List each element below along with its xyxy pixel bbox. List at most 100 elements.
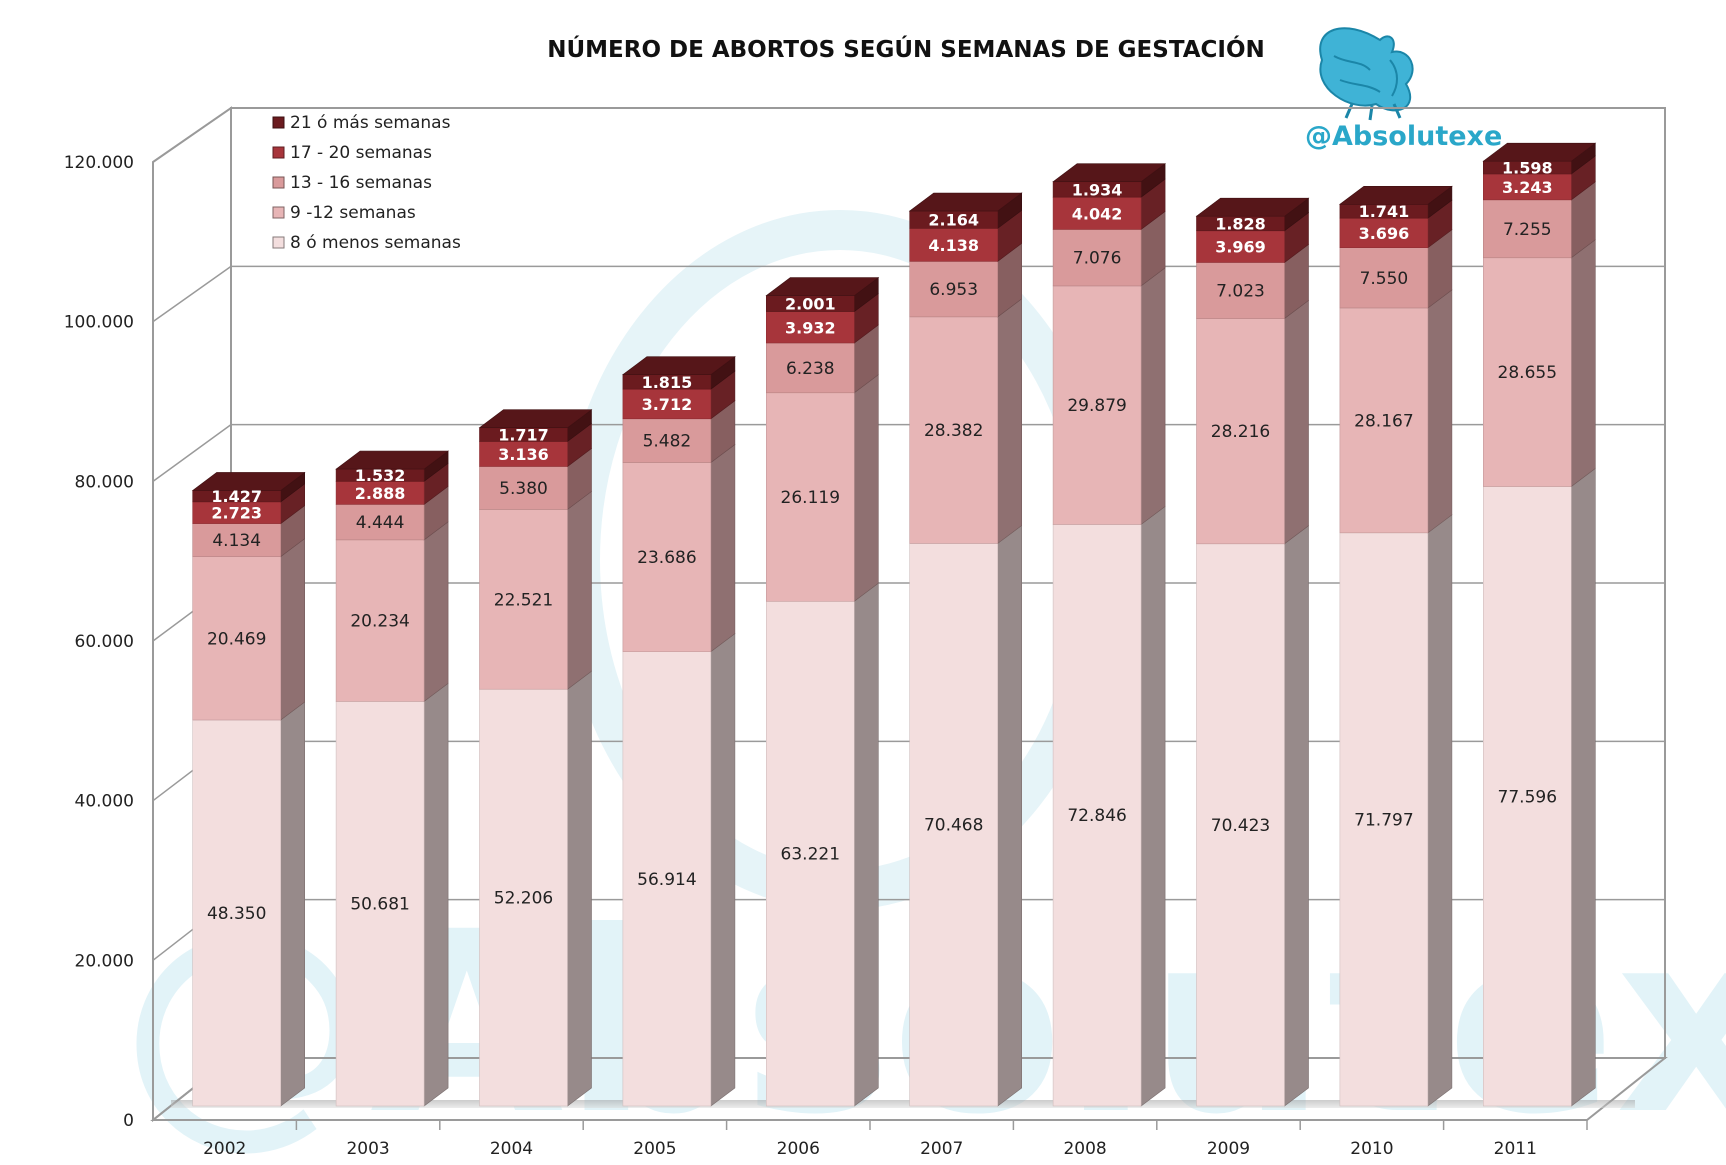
data-label: 77.596 bbox=[1498, 787, 1557, 807]
bar-segment bbox=[765, 311, 855, 344]
x-tick-label: 2006 bbox=[777, 1139, 820, 1159]
data-label: 70.468 bbox=[924, 816, 983, 836]
legend-swatch bbox=[272, 206, 285, 219]
data-label: 4.444 bbox=[356, 513, 405, 533]
bar-segment-side bbox=[423, 682, 449, 1107]
bar-segment-side bbox=[567, 670, 592, 1107]
data-label: 3.969 bbox=[1215, 238, 1266, 257]
data-label: 7.255 bbox=[1503, 220, 1552, 240]
x-tick-label: 2005 bbox=[633, 1139, 676, 1159]
data-label: 3.136 bbox=[498, 445, 549, 464]
bar-segment bbox=[765, 600, 855, 1107]
bar-top-face bbox=[1052, 163, 1166, 183]
bar-segment bbox=[335, 701, 425, 1107]
data-label: 22.521 bbox=[494, 590, 553, 610]
bar-segment bbox=[335, 539, 425, 702]
data-label: 3.712 bbox=[642, 395, 693, 414]
data-label: 6.238 bbox=[786, 359, 835, 379]
bar-segment bbox=[1052, 196, 1142, 230]
bar-top-face bbox=[478, 409, 593, 429]
x-tick-label: 2009 bbox=[1207, 1139, 1250, 1159]
y-tick-label: 80.000 bbox=[75, 472, 134, 492]
y-tick-label: 120.000 bbox=[64, 153, 134, 173]
y-tick-label: 60.000 bbox=[75, 632, 134, 652]
bar-segment bbox=[622, 651, 712, 1107]
gridline-depth bbox=[152, 107, 232, 163]
bar-segment bbox=[909, 543, 999, 1107]
bar-segment bbox=[909, 228, 999, 262]
data-label: 20.469 bbox=[207, 629, 266, 649]
bar-segment bbox=[1196, 318, 1285, 545]
bar-segment bbox=[1052, 229, 1142, 287]
data-label: 20.234 bbox=[350, 612, 409, 632]
gridline-depth bbox=[152, 424, 232, 482]
data-label: 23.686 bbox=[637, 548, 696, 568]
y-tick-label: 0 bbox=[123, 1111, 134, 1131]
legend-label: 8 ó menos semanas bbox=[290, 233, 461, 253]
data-label: 28.655 bbox=[1498, 363, 1557, 383]
data-label: 2.164 bbox=[928, 211, 979, 230]
brand-handle: @Absolutexe bbox=[1305, 121, 1502, 152]
gridline-depth bbox=[152, 265, 232, 323]
griffin-logo-icon bbox=[1319, 27, 1414, 121]
data-label: 28.382 bbox=[924, 421, 983, 441]
data-label: 4.134 bbox=[212, 531, 261, 551]
legend-label: 9 -12 semanas bbox=[290, 203, 416, 223]
bar-top-face bbox=[765, 277, 880, 296]
data-label: 48.350 bbox=[207, 904, 266, 924]
bar-segment bbox=[1483, 486, 1572, 1107]
bar-segment-side bbox=[710, 633, 736, 1107]
bar-segment-side bbox=[1427, 289, 1453, 534]
floor-shadow bbox=[171, 1100, 1635, 1108]
data-label: 4.138 bbox=[928, 236, 979, 255]
bar-segment-side bbox=[997, 298, 1023, 545]
bar-stack: 63.221 26.119 6.238 3.932 2.001 bbox=[765, 277, 880, 1107]
data-label: 56.914 bbox=[637, 870, 696, 890]
bar-stack: 71.797 28.167 7.550 3.696 1.741 bbox=[1339, 185, 1453, 1107]
y-axis-ticks: 0 20.000 40.000 60.000 80.000 100.000 120.000 bbox=[64, 153, 134, 1131]
bar-segment bbox=[1483, 199, 1572, 259]
legend-label: 17 - 20 semanas bbox=[290, 143, 432, 163]
legend-swatch bbox=[272, 146, 285, 159]
bar-stack: 70.468 28.382 6.953 4.138 2.164 bbox=[908, 192, 1023, 1107]
bar-segment bbox=[335, 504, 425, 541]
x-tick-label: 2002 bbox=[203, 1139, 246, 1159]
data-label: 5.482 bbox=[643, 432, 692, 452]
legend-label: 13 - 16 semanas bbox=[290, 173, 432, 193]
x-tick-label: 2008 bbox=[1063, 1139, 1106, 1159]
data-label: 70.423 bbox=[1211, 816, 1270, 836]
legend-swatch bbox=[272, 176, 285, 189]
legend-label: 21 ó más semanas bbox=[290, 113, 451, 133]
data-label: 1.741 bbox=[1359, 202, 1410, 221]
data-label: 7.550 bbox=[1360, 269, 1409, 289]
bar-segment-side bbox=[1427, 514, 1453, 1107]
legend-swatch bbox=[272, 236, 285, 249]
bar-segment-side bbox=[423, 521, 449, 702]
x-axis-ticks: 2002 2003 2004 2005 2006 2007 2008 2009 2010 2011 bbox=[203, 1120, 1588, 1159]
bar-segment bbox=[622, 418, 712, 463]
bar-segment bbox=[622, 388, 712, 420]
data-label: 3.932 bbox=[785, 318, 836, 337]
bar-segment bbox=[1339, 217, 1429, 248]
data-label: 3.243 bbox=[1502, 178, 1553, 197]
bar-segment-side bbox=[1140, 267, 1166, 526]
x-tick-label: 2007 bbox=[920, 1139, 963, 1159]
data-label: 1.717 bbox=[498, 426, 549, 445]
y-tick-label: 20.000 bbox=[75, 951, 134, 971]
y-tick-label: 40.000 bbox=[75, 792, 134, 812]
data-label: 7.076 bbox=[1073, 249, 1122, 269]
bar-segment bbox=[1339, 247, 1429, 309]
data-label: 1.598 bbox=[1502, 159, 1553, 178]
bar-segment-side bbox=[853, 374, 879, 602]
bar-stack: 56.914 23.686 5.482 3.712 1.815 bbox=[622, 356, 736, 1107]
data-label: 6.953 bbox=[929, 280, 978, 300]
bar-segment-side bbox=[1284, 299, 1309, 545]
data-label: 72.846 bbox=[1067, 806, 1126, 826]
data-label: 28.216 bbox=[1211, 422, 1270, 442]
data-label: 1.532 bbox=[355, 466, 406, 485]
